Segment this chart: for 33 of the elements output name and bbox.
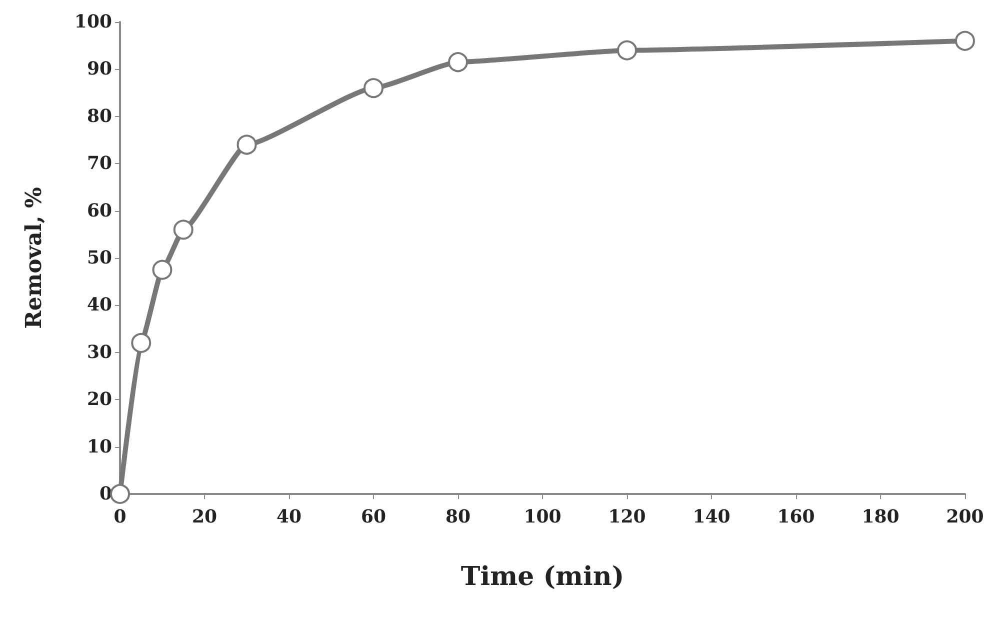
y-tick-label: 100 — [74, 12, 112, 32]
x-tick-label: 160 — [777, 506, 815, 528]
x-tick-label: 180 — [862, 506, 900, 528]
x-tick-label: 40 — [276, 506, 302, 528]
x-tick-label: 80 — [445, 506, 471, 528]
y-tick-label: 10 — [86, 436, 112, 458]
x-tick-label: 200 — [946, 506, 984, 528]
point — [364, 78, 384, 98]
x-tick-label: 140 — [692, 506, 730, 528]
x-tick-label: 120 — [608, 506, 646, 528]
point — [617, 40, 637, 60]
y-tick-label: 30 — [86, 342, 112, 363]
y-tick-label: 0 — [99, 484, 112, 504]
point — [955, 30, 975, 51]
x-tick-label: 20 — [192, 506, 218, 528]
y-tick-label: 50 — [86, 248, 112, 268]
y-tick-label: 80 — [86, 106, 112, 127]
x-tick-label: 100 — [524, 506, 562, 528]
point — [173, 220, 194, 240]
y-tick-label: 60 — [86, 200, 112, 222]
y-tick-label: 20 — [86, 389, 112, 410]
point — [152, 260, 172, 280]
x-tick-label: 0 — [114, 506, 126, 528]
x-tick-label: 60 — [360, 506, 386, 528]
point — [110, 484, 130, 504]
point — [448, 52, 468, 72]
y-tick-label: 70 — [86, 153, 112, 174]
y-axis-title: Removal, % — [21, 186, 47, 329]
x-axis-title: Time (min) — [460, 562, 624, 592]
y-tick-label: 40 — [86, 294, 112, 316]
point — [131, 332, 152, 353]
point — [236, 134, 257, 155]
y-tick-label: 90 — [86, 58, 112, 80]
